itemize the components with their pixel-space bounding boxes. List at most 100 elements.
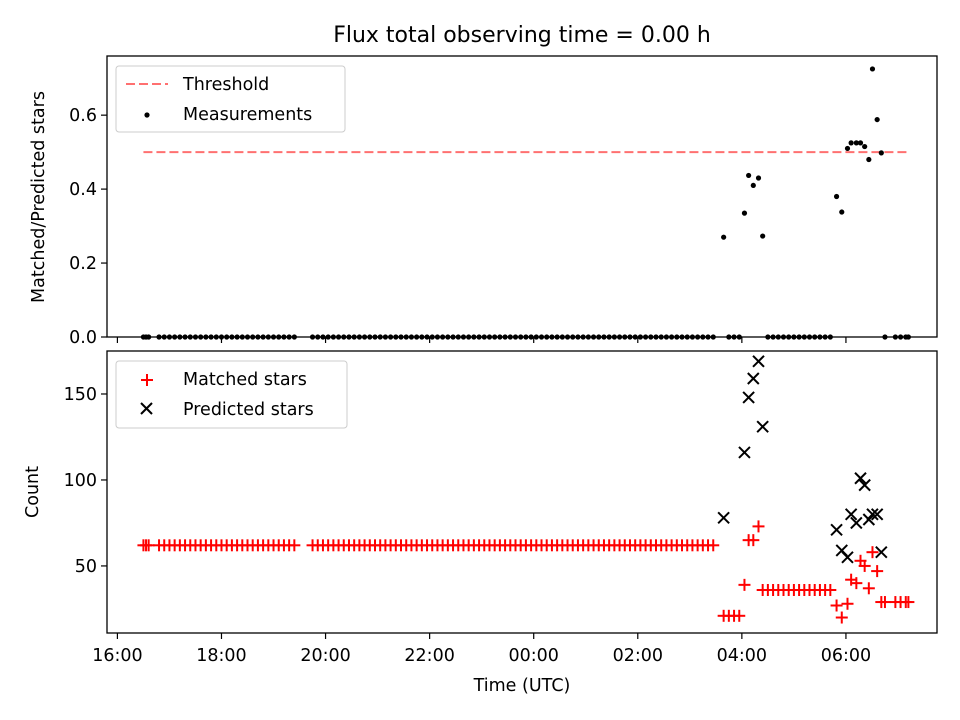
measurement-point bbox=[874, 116, 880, 123]
top-y-tick-label: 0.2 bbox=[69, 254, 97, 274]
predicted-star-point bbox=[862, 513, 876, 526]
predicted-star-point bbox=[854, 472, 867, 485]
predicted-star-point bbox=[747, 372, 760, 385]
top-axes-frame bbox=[106, 55, 938, 338]
predicted-stars-points bbox=[717, 355, 888, 564]
measurement-point bbox=[862, 143, 868, 150]
measurement-point bbox=[848, 140, 854, 146]
matched-star-point bbox=[738, 578, 751, 591]
measurement-point bbox=[866, 156, 872, 163]
predicted-star-point bbox=[866, 508, 879, 521]
predicted-star-point bbox=[870, 508, 884, 521]
predicted-star-stroke-b bbox=[875, 545, 888, 559]
top-y-tick-label: 0.0 bbox=[69, 328, 97, 348]
measurement-point bbox=[857, 140, 864, 146]
measurement-point bbox=[750, 182, 756, 189]
matched-star-point bbox=[862, 582, 875, 595]
bottom-y-tick-label: 150 bbox=[64, 385, 97, 405]
predicted-star-point bbox=[875, 545, 888, 559]
predicted-star-stroke-b bbox=[830, 523, 843, 537]
predicted-star-stroke-b bbox=[756, 420, 769, 433]
measurement-point bbox=[755, 175, 762, 181]
top-y-ticks: 0.0 0.2 0.4 0.6 bbox=[69, 106, 107, 348]
predicted-star-point bbox=[752, 355, 765, 368]
legend-measurements-label: Measurements bbox=[183, 105, 312, 125]
predicted-star-stroke-b bbox=[742, 391, 755, 404]
measurement-point bbox=[746, 172, 752, 179]
bottom-legend-box bbox=[115, 360, 348, 429]
predicted-star-stroke-b bbox=[752, 355, 765, 368]
legend-measurements-swatch bbox=[144, 112, 150, 118]
predicted-star-stroke-b bbox=[747, 372, 760, 385]
bottom-legend: Matched stars Predicted stars bbox=[115, 360, 348, 429]
matched-star-point bbox=[830, 599, 843, 612]
predicted-star-point bbox=[841, 551, 854, 564]
matched-star-point bbox=[733, 609, 746, 622]
predicted-star-point bbox=[850, 516, 863, 530]
bottom-x-ticks: 16:00 18:00 20:00 22:00 00:00 02:00 04:00 06:00 bbox=[92, 633, 871, 666]
predicted-star-stroke-b bbox=[844, 508, 858, 521]
bottom-x-tick-label: 18:00 bbox=[196, 646, 246, 666]
top-x-tick-marks bbox=[116, 337, 847, 343]
measurement-point bbox=[839, 209, 845, 215]
matched-star-point bbox=[858, 559, 871, 572]
measurement-point bbox=[844, 145, 851, 152]
top-y-axis-label: Matched/Predicted stars bbox=[29, 91, 49, 303]
predicted-star-stroke-b bbox=[738, 446, 751, 459]
matched-star-point bbox=[142, 539, 155, 552]
bottom-x-tick-label: 22:00 bbox=[404, 646, 454, 666]
bottom-panel: Count Time (UTC) 50 100 150 16:00 18:00 20:0… bbox=[23, 350, 938, 696]
predicted-star-point bbox=[717, 511, 730, 524]
bottom-y-tick-label: 100 bbox=[64, 471, 97, 491]
predicted-star-stroke-b bbox=[850, 516, 863, 530]
predicted-star-point bbox=[830, 523, 843, 537]
predicted-star-point bbox=[742, 391, 755, 404]
bottom-y-ticks: 50 100 150 bbox=[64, 385, 107, 577]
matched-star-point bbox=[747, 534, 760, 547]
matched-star-point bbox=[841, 597, 854, 610]
top-legend-box bbox=[115, 65, 346, 133]
predicted-star-stroke-b bbox=[854, 472, 867, 485]
bottom-x-tick-label: 02:00 bbox=[613, 646, 663, 666]
measurement-point bbox=[721, 234, 727, 240]
matched-star-point bbox=[752, 520, 765, 533]
matched-star-point bbox=[288, 539, 301, 552]
legend-matched-label: Matched stars bbox=[183, 370, 307, 390]
matched-star-point bbox=[850, 577, 863, 590]
measurement-point bbox=[833, 193, 840, 200]
predicted-star-stroke-b bbox=[862, 513, 876, 526]
matched-star-point bbox=[878, 596, 891, 609]
top-chart-title: Flux total observing time = 0.00 h bbox=[333, 23, 711, 48]
legend-matched-swatch bbox=[141, 374, 153, 386]
predicted-star-stroke-b bbox=[866, 508, 879, 521]
bottom-axes-frame bbox=[106, 350, 938, 634]
legend-predicted-label: Predicted stars bbox=[183, 400, 314, 420]
bottom-x-tick-label: 04:00 bbox=[717, 646, 767, 666]
top-y-tick-label: 0.6 bbox=[69, 106, 97, 126]
measurement-point bbox=[760, 233, 766, 239]
predicted-star-point bbox=[738, 446, 751, 459]
measurement-point bbox=[869, 66, 876, 72]
predicted-star-stroke-b bbox=[858, 478, 871, 492]
top-panel: Flux total observing time = 0.00 h Match… bbox=[29, 23, 938, 348]
matched-star-point bbox=[871, 565, 884, 578]
matched-star-point bbox=[824, 584, 837, 597]
matched-star-point bbox=[902, 596, 915, 609]
bottom-x-tick-label: 20:00 bbox=[300, 646, 350, 666]
predicted-star-stroke-b bbox=[717, 511, 730, 524]
bottom-x-axis-label: Time (UTC) bbox=[473, 676, 571, 696]
legend-threshold-label: Threshold bbox=[182, 75, 269, 95]
top-legend: Threshold Measurements bbox=[115, 65, 346, 133]
predicted-star-point bbox=[756, 420, 769, 433]
measurement-point bbox=[853, 140, 859, 146]
bottom-y-axis-label: Count bbox=[23, 466, 43, 518]
predicted-star-stroke-b bbox=[835, 544, 848, 557]
bottom-x-tick-label: 06:00 bbox=[821, 646, 871, 666]
bottom-x-tick-label: 00:00 bbox=[508, 646, 558, 666]
predicted-star-point bbox=[858, 478, 871, 492]
bottom-x-tick-label: 16:00 bbox=[92, 646, 142, 666]
matched-stars-points bbox=[137, 520, 915, 624]
predicted-star-stroke-b bbox=[870, 508, 884, 521]
matched-star-point bbox=[866, 546, 879, 559]
measurement-point bbox=[878, 150, 884, 156]
